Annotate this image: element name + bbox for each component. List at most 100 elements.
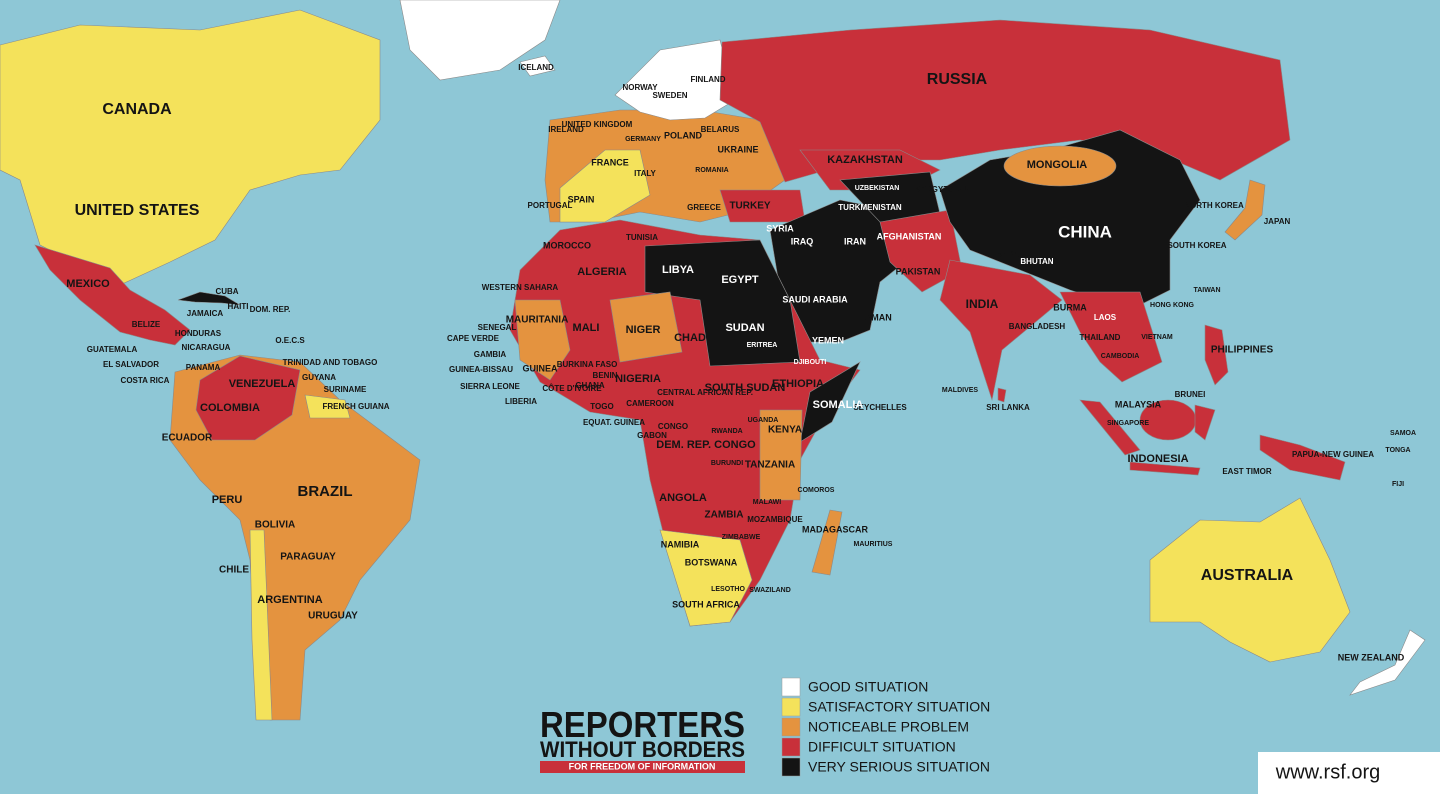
country-label: SUDAN	[725, 322, 764, 334]
country-label: WESTERN SAHARA	[482, 283, 559, 292]
country-label: GAMBIA	[474, 350, 507, 359]
country-label: TUNISIA	[626, 233, 658, 242]
country-label: LIBYA	[662, 264, 694, 276]
country-label: NIGER	[626, 324, 661, 336]
country-label: AUSTRALIA	[1201, 567, 1294, 584]
country-label: FINLAND	[690, 75, 725, 84]
country-label: NEPAL	[997, 250, 1024, 259]
country-label: COSTA RICA	[121, 376, 170, 385]
logo-tagline: FOR FREEDOM OF INFORMATION	[569, 761, 716, 771]
legend-swatch	[781, 757, 801, 777]
venezuela-colombia	[195, 355, 301, 441]
west-africa	[514, 299, 571, 381]
country-label: SOUTH SUDAN	[705, 382, 786, 394]
country-label: CUBA	[215, 287, 238, 296]
country-label: KAZAKHSTAN	[827, 154, 903, 166]
horn-of-africa	[799, 361, 861, 443]
country-label: NAMIBIA	[661, 539, 700, 549]
country-label: FRANCE	[591, 157, 629, 167]
country-label: MONGOLIA	[1027, 159, 1088, 171]
legend-swatch	[781, 697, 801, 717]
country-label: GUATEMALA	[87, 345, 138, 354]
country-label: GHANA	[575, 381, 605, 390]
guianas	[304, 394, 351, 419]
southern-africa	[659, 529, 753, 627]
country-label: PAKISTAN	[896, 266, 941, 276]
country-label: JAMAICA	[187, 309, 224, 318]
country-label: VIETNAM	[1141, 334, 1173, 341]
country-label: EQUAT. GUINEA	[583, 418, 645, 427]
country-label: BOLIVIA	[255, 520, 296, 531]
country-label: UZBEKISTAN	[855, 185, 900, 192]
country-label: ETHIOPIA	[772, 378, 824, 390]
cuba	[177, 291, 241, 306]
country-label: SAUDI ARABIA	[782, 294, 848, 304]
country-label: ALGERIA	[577, 266, 627, 278]
new-guinea	[1259, 434, 1346, 481]
country-label: YEMEN	[812, 335, 844, 345]
country-label: SPAIN	[568, 194, 595, 204]
country-label: KENYA	[768, 425, 802, 436]
country-label: SAMOA	[1390, 430, 1416, 437]
country-label: SOMALIA	[813, 399, 864, 411]
legend-label: DIFFICULT SITUATION	[808, 739, 956, 755]
country-label: MEXICO	[66, 278, 110, 290]
country-label: SURINAME	[324, 385, 367, 394]
country-label: SWAZILAND	[749, 587, 791, 594]
sri-lanka	[997, 387, 1007, 403]
country-label: BENIN	[593, 371, 618, 380]
mexico	[34, 244, 191, 346]
country-label: IRAQ	[791, 236, 814, 246]
country-label: GUINEA	[522, 363, 558, 373]
country-label: PARAGUAY	[280, 552, 336, 563]
logo-bar	[540, 761, 745, 773]
country-label: NIGERIA	[615, 373, 661, 385]
country-label: GERMANY	[625, 136, 661, 143]
country-label: RWANDA	[711, 428, 742, 435]
new-zealand	[1349, 629, 1426, 696]
country-label: AFGHANISTAN	[877, 231, 942, 241]
legend: GOOD SITUATION SATISFACTORY SITUATION NOTI…	[781, 677, 990, 777]
country-label: MOZAMBIQUE	[747, 515, 803, 524]
country-label: COLOMBIA	[200, 402, 260, 414]
country-label: ROMANIA	[695, 167, 728, 174]
website-box	[1258, 752, 1440, 794]
country-labels: CANADA UNITED STATES MEXICO CUBA HAITI JAMAIC…	[66, 63, 1416, 662]
country-label: RUSSIA	[927, 71, 988, 88]
legend-label: GOOD SITUATION	[808, 679, 928, 695]
country-label: PANAMA	[186, 363, 221, 372]
country-label: EL SALVADOR	[103, 360, 159, 369]
country-label: CENTRAL AFRICAN REP.	[657, 388, 753, 397]
logo-subtitle: WITHOUT BORDERS	[540, 737, 745, 762]
country-label: ZAMBIA	[705, 510, 744, 521]
country-label: BANGLADESH	[1009, 322, 1066, 331]
india	[939, 259, 1063, 402]
country-label: UNITED KINGDOM	[562, 120, 633, 129]
country-label: URUGUAY	[308, 611, 358, 622]
country-label: INDIA	[966, 297, 999, 311]
country-label: CHILE	[219, 565, 249, 576]
country-label: CHINA	[1058, 222, 1112, 241]
country-label: CANADA	[102, 101, 172, 118]
country-label: ECUADOR	[162, 433, 213, 444]
country-label: TANZANIA	[745, 460, 795, 471]
country-label: BRAZIL	[298, 483, 353, 500]
sahel	[609, 291, 683, 363]
country-label: ICELAND	[518, 63, 554, 72]
country-label: UGANDA	[748, 417, 779, 424]
country-label: TURKMENISTAN	[838, 203, 902, 212]
mongolia	[1003, 145, 1117, 187]
country-label: MAURITANIA	[506, 315, 569, 326]
north-east-africa	[644, 239, 801, 367]
country-label: MALAWI	[753, 499, 781, 506]
country-label: LIBERIA	[505, 397, 537, 406]
country-label: NORWAY	[622, 83, 658, 92]
legend-swatch	[781, 737, 801, 757]
country-label: COMOROS	[798, 487, 835, 494]
country-label: CHAD	[674, 332, 706, 344]
country-label: BHUTAN	[1020, 257, 1053, 266]
country-label: SOUTH KOREA	[1167, 241, 1226, 250]
country-label: SIERRA LEONE	[460, 382, 520, 391]
country-label: ZIMBABWE	[722, 534, 761, 541]
